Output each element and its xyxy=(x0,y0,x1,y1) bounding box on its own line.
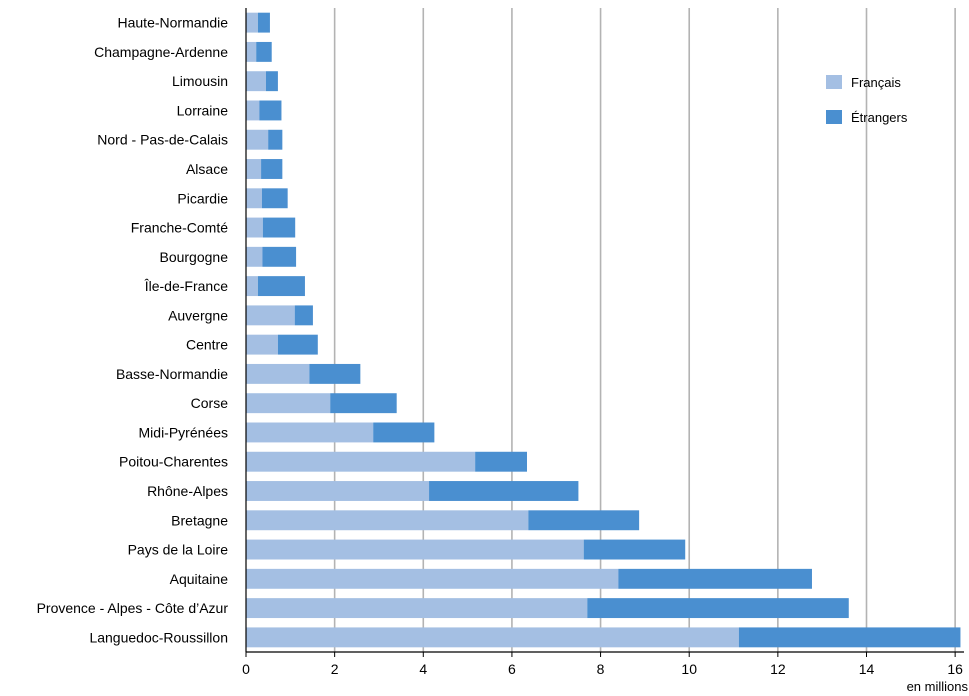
category-label-0: Haute-Normandie xyxy=(118,15,229,31)
legend-swatch-francais xyxy=(826,75,842,89)
tick-labels: 0 2 4 6 8 10 12 14 16 xyxy=(242,661,963,677)
x-tick-label-8: 16 xyxy=(947,661,963,677)
bar-21-series-0 xyxy=(246,627,739,648)
bar-16-series-1 xyxy=(429,481,579,501)
bar-3-series-0 xyxy=(246,100,260,121)
bar-9-series-0 xyxy=(246,276,258,297)
category-label-13: Corse xyxy=(191,395,229,411)
x-tick-label-2: 4 xyxy=(419,661,427,677)
x-tick-label-6: 12 xyxy=(770,661,786,677)
x-tick-label-7: 14 xyxy=(859,661,875,677)
bar-1-series-1 xyxy=(256,41,272,62)
category-label-19: Aquitaine xyxy=(170,571,229,587)
x-tick-label-0: 0 xyxy=(242,661,250,677)
bar-19-series-1 xyxy=(618,568,812,589)
bar-10-series-1 xyxy=(294,305,313,326)
bar-13-series-1 xyxy=(330,393,397,414)
bar-8-series-0 xyxy=(246,246,263,267)
legend-label-francais: Français xyxy=(851,75,901,90)
bar-13-series-0 xyxy=(246,393,331,414)
bar-20-series-1 xyxy=(587,598,849,619)
bar-18-series-1 xyxy=(583,539,686,560)
bar-12-series-0 xyxy=(246,363,310,384)
category-labels: Haute-Normandie Champagne-Ardenne Limousin… xyxy=(37,15,229,646)
bars xyxy=(246,12,961,648)
bar-15-series-0 xyxy=(246,451,476,472)
legend-swatch-etrangers xyxy=(826,110,842,124)
category-label-16: Rhône-Alpes xyxy=(147,483,228,499)
category-label-18: Pays de la Loire xyxy=(128,542,229,558)
bar-14-series-1 xyxy=(373,422,435,443)
category-label-6: Picardie xyxy=(177,190,228,206)
bar-4-series-1 xyxy=(268,129,283,150)
x-tick-label-3: 6 xyxy=(508,661,516,677)
bar-0-series-1 xyxy=(257,12,270,33)
bar-4-series-0 xyxy=(246,129,269,150)
x-tick-label-4: 8 xyxy=(597,661,605,677)
bar-5-series-0 xyxy=(246,159,262,179)
bar-6-series-1 xyxy=(261,188,288,209)
bar-20-series-0 xyxy=(246,598,588,619)
category-label-2: Limousin xyxy=(172,73,228,89)
bar-1-series-0 xyxy=(246,41,257,62)
category-label-21: Languedoc-Roussillon xyxy=(89,629,228,645)
bar-0-series-0 xyxy=(246,12,258,33)
bar-15-series-1 xyxy=(475,451,527,472)
bar-11-series-0 xyxy=(246,334,278,355)
category-label-11: Centre xyxy=(186,337,228,353)
bar-10-series-0 xyxy=(246,305,295,326)
x-tick-label-1: 2 xyxy=(331,661,339,677)
bar-11-series-1 xyxy=(277,334,318,355)
category-label-20: Provence - Alpes - Côte d’Azur xyxy=(37,600,229,616)
axes xyxy=(245,8,964,657)
bar-7-series-0 xyxy=(246,217,263,238)
bar-6-series-0 xyxy=(246,188,262,209)
x-tick-label-5: 10 xyxy=(681,661,697,677)
bar-5-series-1 xyxy=(261,159,283,179)
legend-label-etrangers: Étrangers xyxy=(851,110,908,125)
category-label-7: Franche-Comté xyxy=(131,220,228,236)
category-label-10: Auvergne xyxy=(168,307,228,323)
category-label-15: Poitou-Charentes xyxy=(119,454,228,470)
category-label-17: Bretagne xyxy=(171,512,228,528)
bar-7-series-1 xyxy=(262,217,296,238)
category-label-12: Basse-Normandie xyxy=(116,366,228,382)
gridlines xyxy=(333,8,956,652)
legend: Français Étrangers xyxy=(826,75,908,125)
bar-3-series-1 xyxy=(259,100,282,121)
category-label-9: Île-de-France xyxy=(144,278,228,294)
category-label-5: Alsace xyxy=(186,161,228,177)
category-label-4: Nord - Pas-de-Calais xyxy=(97,132,228,148)
category-label-3: Lorraine xyxy=(177,102,229,118)
bar-14-series-0 xyxy=(246,422,374,443)
bar-17-series-0 xyxy=(246,510,529,531)
bar-21-series-1 xyxy=(738,627,961,648)
bar-2-series-1 xyxy=(265,71,278,92)
bar-8-series-1 xyxy=(262,246,297,267)
bar-18-series-0 xyxy=(246,539,584,560)
bar-2-series-0 xyxy=(246,71,266,92)
category-label-14: Midi-Pyrénées xyxy=(139,424,228,440)
bar-12-series-1 xyxy=(309,363,361,384)
bar-9-series-1 xyxy=(257,276,305,297)
category-label-1: Champagne-Ardenne xyxy=(94,44,228,60)
category-label-8: Bourgogne xyxy=(159,249,228,265)
bar-16-series-0 xyxy=(246,481,430,501)
unit-label: en millions xyxy=(907,679,969,694)
bar-17-series-1 xyxy=(528,510,640,531)
bar-19-series-0 xyxy=(246,568,619,589)
